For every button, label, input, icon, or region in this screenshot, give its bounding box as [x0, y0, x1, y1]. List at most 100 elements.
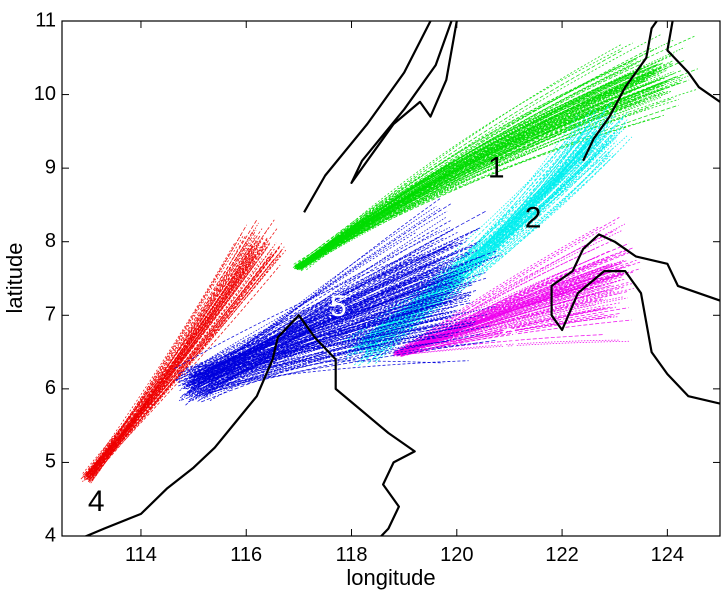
trajectory-line — [186, 312, 443, 396]
trajectory-line — [296, 82, 680, 271]
trajectory-line — [299, 65, 672, 269]
trajectory-line — [207, 291, 469, 386]
trajectory-line — [189, 250, 438, 371]
trajectory-line — [401, 269, 619, 352]
trajectory-line — [353, 136, 617, 349]
trajectory-line — [360, 142, 601, 354]
trajectory-line — [399, 272, 629, 355]
trajectory-line — [191, 300, 452, 381]
trajectory-line — [406, 284, 612, 354]
trajectory-line — [87, 252, 276, 476]
trajectory-line — [194, 210, 448, 385]
trajectory-line — [398, 339, 620, 356]
trajectory-line — [400, 309, 598, 357]
coastline-layer — [83, 21, 720, 536]
trajectory-line — [196, 337, 438, 386]
trajectory-line — [397, 265, 608, 352]
trajectory-line — [198, 270, 458, 376]
trajectory-line — [87, 236, 269, 476]
trajectory-line — [294, 100, 647, 267]
trajectory-line — [178, 227, 451, 378]
trajectory-line — [394, 307, 604, 356]
trajectory-line — [198, 227, 481, 373]
trajectory-line — [178, 274, 446, 378]
trajectory-line — [397, 291, 628, 355]
trajectory-line — [299, 68, 659, 267]
trajectory-line — [369, 133, 595, 346]
trajectory-line — [367, 133, 606, 343]
trajectory-line — [406, 298, 602, 352]
trajectory-line — [296, 64, 658, 268]
trajectory-line — [87, 233, 257, 476]
trajectory-line — [344, 128, 625, 354]
trajectory-line — [187, 229, 440, 394]
trajectory-line — [193, 309, 458, 378]
trajectory-line — [399, 302, 620, 354]
trajectory-line — [366, 127, 583, 357]
trajectory-line — [203, 311, 457, 399]
trajectory-line — [372, 123, 592, 359]
trajectory-line — [192, 257, 446, 374]
y-tick-label: 11 — [35, 9, 56, 31]
trajectory-line — [397, 288, 634, 355]
trajectory-line — [396, 280, 619, 356]
x-tick-label: 118 — [336, 544, 368, 566]
trajectory-line — [301, 83, 665, 268]
trajectory-line — [376, 136, 607, 351]
trajectory-line — [360, 103, 611, 344]
trajectory-line — [357, 150, 611, 341]
trajectory-line — [192, 237, 468, 378]
trajectory-line — [203, 270, 456, 397]
trajectory-line — [297, 90, 634, 269]
trajectory-line — [178, 275, 462, 384]
trajectory-line — [397, 239, 616, 353]
x-tick-label: 122 — [545, 544, 578, 566]
trajectory-line — [295, 78, 673, 270]
trajectory-line — [397, 274, 605, 356]
trajectory-line — [193, 245, 475, 379]
trajectory-line — [197, 263, 486, 385]
coastline-1 — [83, 314, 416, 536]
trajectory-line — [399, 319, 632, 355]
trajectory-line — [90, 241, 261, 480]
cluster-label-4: 4 — [88, 485, 105, 518]
trajectory-line — [205, 216, 448, 390]
trajectory-line — [201, 326, 434, 403]
trajectory-line — [397, 266, 624, 355]
trajectory-line — [352, 112, 617, 355]
trajectory-line — [296, 61, 633, 270]
trajectory-line — [398, 260, 624, 356]
trajectory-line — [86, 219, 258, 480]
cluster-label-5: 5 — [330, 290, 347, 323]
trajectory-line — [191, 322, 475, 386]
coastline-2 — [303, 21, 432, 213]
trajectory-line — [302, 72, 632, 268]
trajectory-line — [302, 101, 642, 269]
trajectory-line — [201, 339, 497, 392]
trajectory-line — [181, 323, 445, 385]
trajectory-line — [181, 298, 470, 389]
trajectory-line — [364, 125, 609, 354]
trajectory-line — [297, 75, 689, 269]
trajectory-line — [402, 317, 603, 353]
trajectory-line — [85, 242, 271, 481]
trajectory-line — [294, 73, 630, 266]
trajectory-line — [85, 242, 277, 480]
trajectory-line — [296, 89, 662, 271]
trajectory-line — [189, 220, 451, 384]
trajectory-line — [85, 248, 275, 478]
x-tick-label: 114 — [125, 544, 157, 566]
trajectory-line — [89, 246, 260, 474]
trajectory-line — [301, 68, 661, 269]
trajectory-line — [360, 131, 597, 341]
trajectory-line — [394, 229, 617, 353]
x-tick-label: 124 — [651, 544, 684, 566]
trajectory-line — [394, 256, 599, 351]
y-tick-label: 4 — [45, 524, 56, 546]
trajectory-line — [206, 229, 454, 387]
trajectory-line — [83, 228, 263, 479]
trajectory-line — [83, 245, 253, 475]
coastline-4 — [582, 21, 658, 162]
trajectory-series-5 — [174, 198, 503, 406]
